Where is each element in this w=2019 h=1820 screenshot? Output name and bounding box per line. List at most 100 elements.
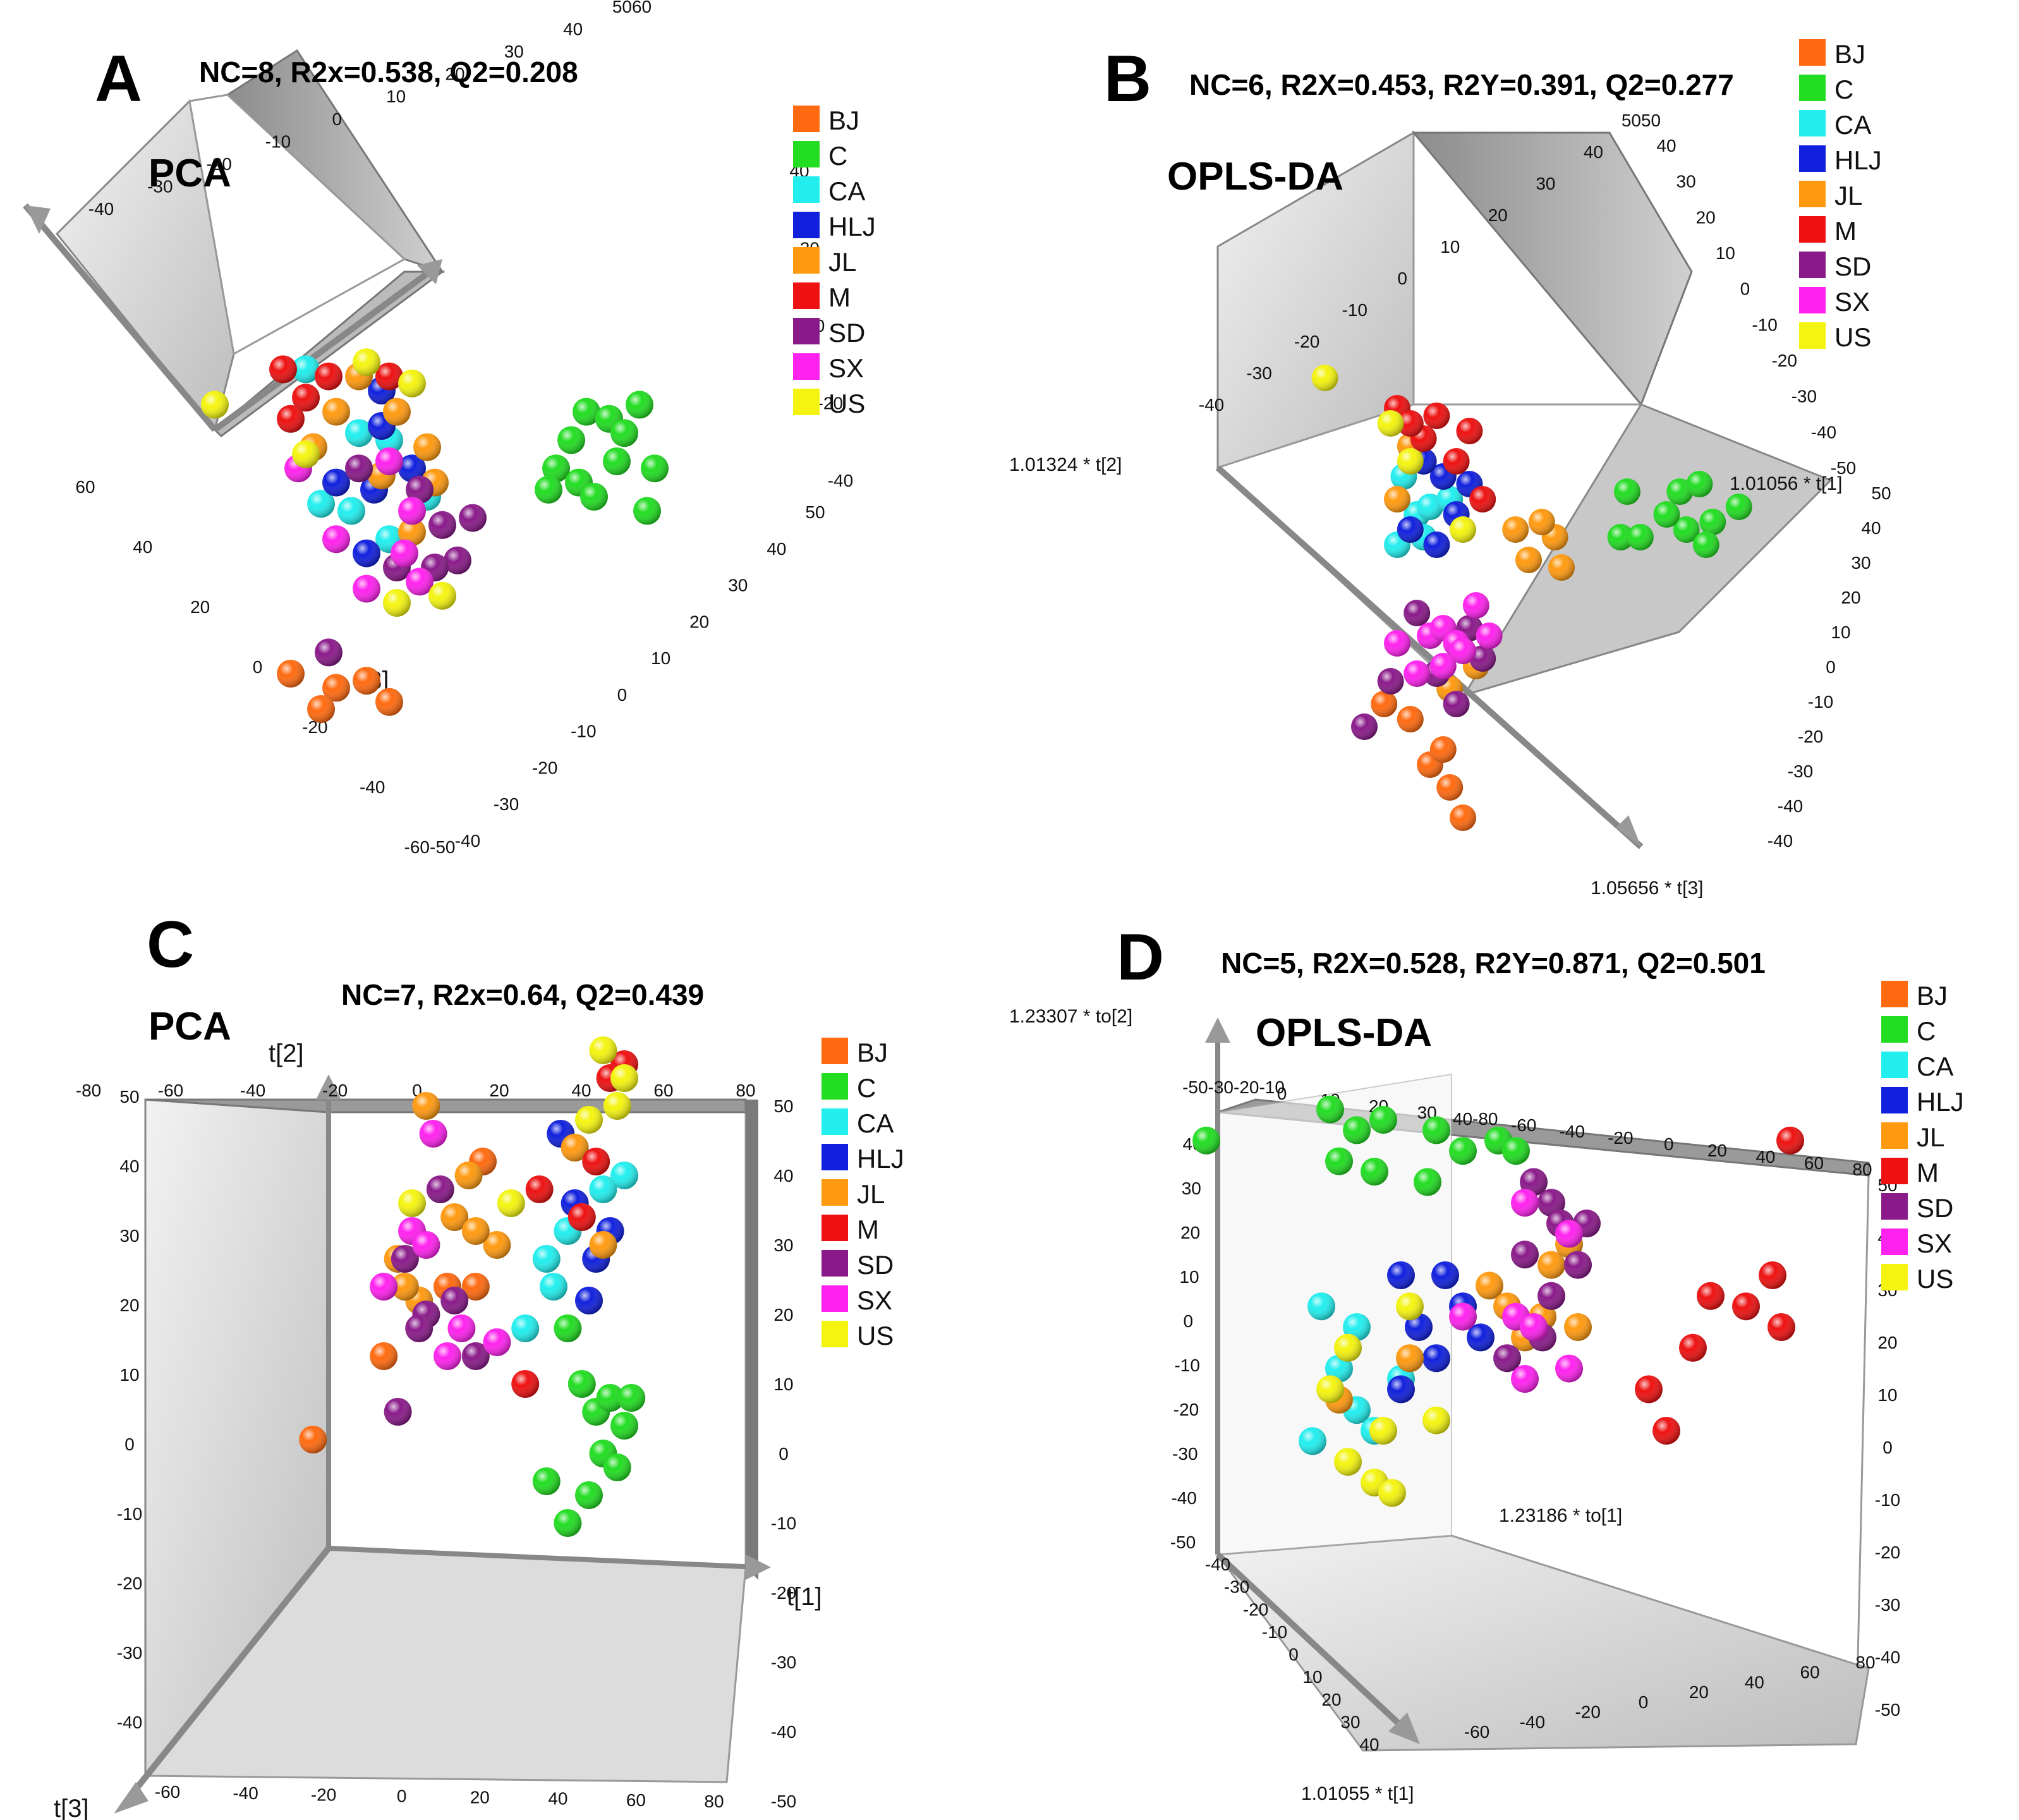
tick-right_upper-9: -50	[1831, 458, 1856, 478]
legend-label-m: M	[1917, 1158, 1939, 1187]
tick-left-1: 40	[119, 1156, 139, 1176]
tick-bottom-5: 40	[1745, 1672, 1764, 1692]
point-shade-hlj-5	[1387, 1375, 1415, 1404]
point-shade-us-3	[292, 440, 320, 468]
tick-bottom-8: 40	[767, 539, 786, 559]
point-shade-m-3	[1759, 1261, 1786, 1289]
tick-left-1: 30	[1182, 1179, 1201, 1198]
tick-bottom-7: 30	[728, 576, 748, 595]
point-shade-sx-4	[1449, 1302, 1477, 1331]
legend-swatch-m	[793, 282, 820, 309]
legend-label-jl: JL	[857, 1179, 885, 1209]
tick-right-3: 20	[773, 1305, 793, 1325]
point-shade-us-1	[1377, 410, 1404, 437]
legend-label-ca: CA	[1834, 110, 1871, 140]
point-shade-us-2	[1397, 448, 1424, 475]
tick-left_upper-0: -40	[1199, 395, 1224, 415]
legend-swatch-m	[1799, 216, 1826, 243]
legend-swatch-sx	[822, 1285, 848, 1312]
point-shade-hlj-4	[1397, 516, 1424, 543]
ticks-a: -40 -30 -20 -10 0 10 20 30 40 5060 40 20 0 -20 -40 60 40…	[75, 0, 853, 857]
chart-c-canvas: C NC=7, R2x=0.64, Q2=0.439 PCA t[2] t[1]…	[54, 910, 904, 1820]
tick-right_lower-9: -40	[1778, 796, 1803, 816]
point-shade-c-2	[1686, 471, 1713, 497]
tick-top-2: -40	[240, 1081, 265, 1100]
point-shade-c-1	[1316, 1095, 1344, 1124]
ticks-c: -80 -60 -40 -20 0 20 40 60 80 50 40 30 20 10 0 -10 -20 -3…	[76, 1081, 796, 1811]
legend-swatch-jl	[1799, 181, 1826, 207]
tick-top-12: 60	[1804, 1153, 1824, 1173]
point-shade-c-9	[1653, 501, 1680, 528]
point-shade-sd-0	[406, 475, 434, 504]
panel-d-axis-label-to2: 1.23307 * to[2]	[1009, 1006, 1132, 1027]
tick-top-9: 0	[1664, 1134, 1674, 1154]
point-shade-sx-0	[419, 1120, 447, 1148]
legend-swatch-sx	[793, 353, 820, 380]
tick-right_lower-10: -40	[1767, 831, 1793, 851]
tick-right-4: 10	[1877, 1385, 1897, 1405]
tick-right_lower-4: 10	[1831, 622, 1850, 642]
tick-left-7: -30	[1172, 1444, 1197, 1464]
legend-swatch-bj	[822, 1038, 848, 1064]
tick-right_lower-3: 20	[1841, 588, 1860, 607]
points-a	[201, 348, 669, 723]
legend-swatch-hlj	[793, 212, 820, 238]
tick-top-6: 40	[571, 1081, 591, 1100]
point-shade-sx-5	[1511, 1365, 1539, 1393]
point-shade-c-4	[1422, 1116, 1450, 1144]
point-shade-sd-4	[1564, 1251, 1592, 1279]
tick-top-10: 20	[1707, 1141, 1727, 1160]
point-shade-us-1	[1334, 1333, 1362, 1362]
point-shade-m-0	[1776, 1126, 1804, 1155]
legend-swatch-ca	[1881, 1052, 1908, 1078]
point-shade-jl-7	[561, 1134, 589, 1162]
tick-right_lower-0: 50	[1871, 483, 1891, 503]
legend-swatch-us	[1881, 1264, 1908, 1290]
tick-left_upper-6: 20	[1488, 205, 1508, 225]
point-shade-sd-6	[1537, 1282, 1565, 1310]
chart-a-canvas: A NC=8, R2x=0.538, Q2=0.208 PCA t[3] -40…	[23, 0, 876, 857]
panel-b-method: OPLS-DA	[1167, 155, 1343, 198]
point-shade-m-1	[567, 1203, 596, 1231]
legend-label-jl: JL	[1834, 181, 1862, 210]
point-shade-m-3	[1443, 448, 1470, 475]
legend-c: BJ C CA HLJ JL M SD SX US	[822, 1038, 904, 1350]
point-shade-sx-6	[398, 497, 426, 525]
tick-right-9: -40	[1875, 1647, 1900, 1667]
legend-label-bj: BJ	[1917, 981, 1948, 1010]
point-shade-jl-4	[391, 1273, 419, 1301]
legend-swatch-sx	[1881, 1228, 1908, 1255]
tick-left-8: -40	[1171, 1488, 1196, 1508]
point-shade-us-2	[575, 1106, 603, 1134]
point-shade-ca-5	[540, 1273, 567, 1301]
legend-label-sx: SX	[1917, 1228, 1952, 1258]
legend-swatch-m	[1881, 1158, 1908, 1184]
point-shade-m-0	[525, 1175, 554, 1203]
tick-bottom-6: 60	[1800, 1663, 1820, 1682]
point-shade-m-2	[1732, 1292, 1760, 1321]
point-shade-us-1	[353, 348, 380, 377]
legend-label-hlj: HLJ	[828, 212, 876, 241]
point-shade-ca-3	[337, 497, 365, 525]
point-shade-sx-6	[1476, 622, 1503, 649]
tick-top-6: 20	[445, 64, 464, 84]
point-shade-c-10	[603, 1453, 631, 1481]
tick-right-8: -30	[771, 1653, 796, 1672]
legend-label-c: C	[828, 141, 847, 171]
tick-depth-4: 0	[1288, 1645, 1299, 1665]
tick-top-0: -50-30-20-10	[1182, 1077, 1285, 1097]
point-shade-us-4	[1334, 1448, 1362, 1476]
tick-bottom-0: -60	[1464, 1722, 1489, 1742]
tick-top-7: -40	[1560, 1122, 1585, 1141]
point-shade-c-10	[641, 454, 669, 483]
point-shade-c-5	[617, 1384, 646, 1412]
tick-top-4: 0	[332, 109, 343, 129]
panel-d-axis-label-t1: 1.01055 * t[1]	[1301, 1783, 1414, 1804]
point-shade-sx-4	[1404, 660, 1431, 687]
tick-bottom-6: 20	[689, 612, 709, 631]
tick-top-3: -20	[322, 1081, 348, 1100]
box-b	[1215, 130, 1833, 849]
point-shade-jl-6	[1564, 1313, 1592, 1341]
point-shade-c-10	[1414, 1168, 1441, 1196]
legend-swatch-c	[1799, 75, 1826, 101]
